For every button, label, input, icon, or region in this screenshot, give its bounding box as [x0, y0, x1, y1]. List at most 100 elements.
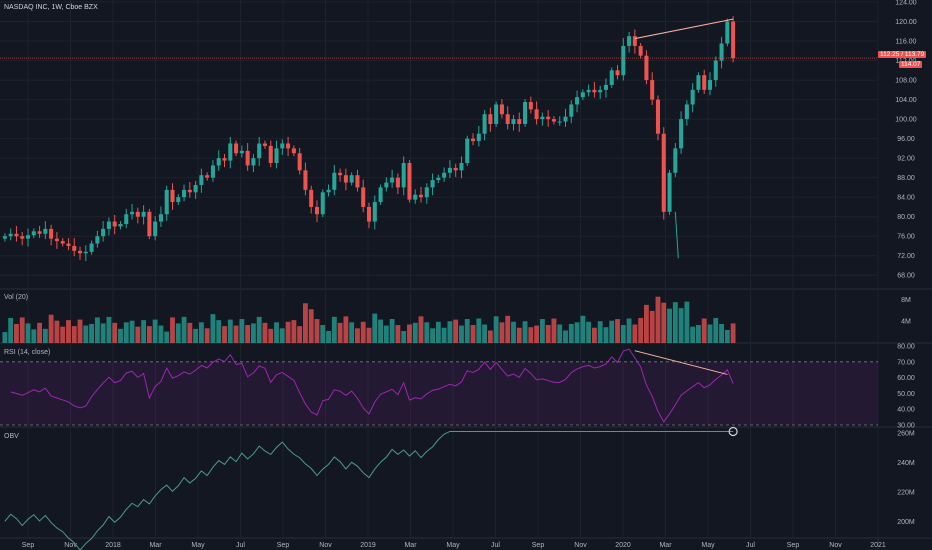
- candle-body: [130, 211, 135, 215]
- volume-bar: [476, 318, 482, 343]
- candle-body: [251, 158, 256, 166]
- x-tick-label: Nov: [64, 542, 77, 549]
- volume-bar: [170, 317, 175, 343]
- volume-bar: [71, 326, 77, 343]
- volume-bar: [164, 331, 170, 343]
- rsi-line: [10, 348, 734, 423]
- volume-bar: [534, 325, 540, 343]
- candle-body: [702, 75, 707, 90]
- volume-bar: [60, 326, 66, 343]
- candle-body: [361, 187, 366, 207]
- candle-body: [655, 99, 660, 134]
- obv-highlight-circle: [728, 426, 738, 437]
- candle-body: [274, 148, 279, 164]
- candle-body: [661, 133, 666, 212]
- candle-body: [309, 189, 314, 207]
- volume-bar: [279, 328, 285, 343]
- obv-tick-label: 260M: [897, 430, 915, 437]
- volume-bar: [343, 316, 349, 343]
- candle-body: [239, 150, 244, 154]
- candle-body: [615, 70, 620, 76]
- candle-body: [268, 145, 273, 164]
- volume-bar: [297, 326, 303, 343]
- volume-tick-label: 4M: [901, 319, 911, 326]
- candle-body: [378, 187, 383, 203]
- rsi-tick-label: 60.00: [897, 375, 915, 382]
- volume-bar: [349, 322, 355, 343]
- candle-body: [523, 102, 528, 124]
- candle-body: [465, 138, 470, 164]
- candle-body: [280, 143, 285, 149]
- rsi-tick-label: 40.00: [897, 407, 915, 414]
- rsi-tick-label: 50.00: [897, 391, 915, 398]
- volume-bar: [719, 323, 724, 343]
- volume-bar: [522, 321, 528, 343]
- candle-body: [707, 80, 713, 90]
- volume-bar: [412, 322, 418, 343]
- candle-body: [78, 250, 83, 254]
- candle-body: [303, 170, 308, 190]
- volume-bar: [302, 303, 308, 343]
- volume-tick-label: 8M: [901, 297, 911, 304]
- x-tick-label: Nov: [829, 542, 842, 549]
- candle-body: [187, 189, 192, 193]
- volume-bar: [407, 324, 412, 343]
- candle-body: [418, 194, 424, 198]
- volume-bar: [372, 313, 378, 343]
- y-tick-label: 108.00: [895, 78, 917, 85]
- obv-line: [4, 430, 734, 550]
- volume-bar: [285, 321, 291, 343]
- candle-body: [644, 55, 649, 81]
- volume-bar: [626, 318, 632, 343]
- volume-bar: [193, 328, 199, 343]
- x-tick-label: Sep: [787, 542, 800, 549]
- rsi-band: [0, 361, 878, 425]
- candle-body: [580, 92, 585, 98]
- candle-body: [684, 104, 689, 120]
- volume-bar: [528, 327, 534, 343]
- volume-bar: [701, 318, 707, 343]
- candle-body: [355, 175, 360, 188]
- volume-bar: [135, 326, 141, 343]
- candle-body: [401, 163, 406, 188]
- x-tick-label: Nov: [319, 542, 332, 549]
- candle-body: [534, 109, 539, 120]
- volume-bar: [707, 324, 713, 343]
- candle-body: [627, 36, 632, 46]
- volume-bar: [395, 325, 401, 343]
- y-tick-label: 88.00: [897, 175, 915, 182]
- volume-bar: [453, 319, 459, 343]
- x-tick-label: Jul: [236, 542, 245, 549]
- y-tick-label: 124.00: [895, 0, 917, 7]
- obv-tick-label: 200M: [897, 519, 915, 526]
- candle-body: [476, 133, 481, 142]
- volume-bar: [152, 319, 158, 343]
- volume-bar: [684, 301, 690, 343]
- x-tick-label: Mar: [149, 542, 162, 549]
- volume-bar: [418, 316, 424, 343]
- volume-bar: [603, 327, 609, 343]
- candle-body: [546, 116, 551, 120]
- candle-body: [222, 158, 227, 161]
- candle-body: [153, 221, 158, 237]
- volume-bar: [245, 325, 251, 343]
- candle-body: [575, 97, 580, 105]
- volume-bar: [724, 329, 730, 343]
- candle-body: [719, 43, 724, 61]
- obv-tick-label: 240M: [897, 460, 915, 467]
- second-price-tag: 114.07: [899, 61, 923, 68]
- candle-body: [89, 243, 94, 252]
- volume-bar: [233, 325, 239, 343]
- candle-body: [713, 60, 718, 81]
- candle-body: [488, 114, 493, 124]
- candle-body: [228, 143, 233, 161]
- volume-bar: [94, 317, 100, 343]
- candle-body: [118, 224, 123, 227]
- candle-body: [494, 104, 499, 124]
- candle-body: [2, 236, 7, 239]
- volume-bar: [48, 314, 54, 343]
- candle-body: [106, 221, 111, 229]
- volume-bar: [291, 320, 297, 343]
- rsi-tick-label: 30.00: [897, 423, 915, 430]
